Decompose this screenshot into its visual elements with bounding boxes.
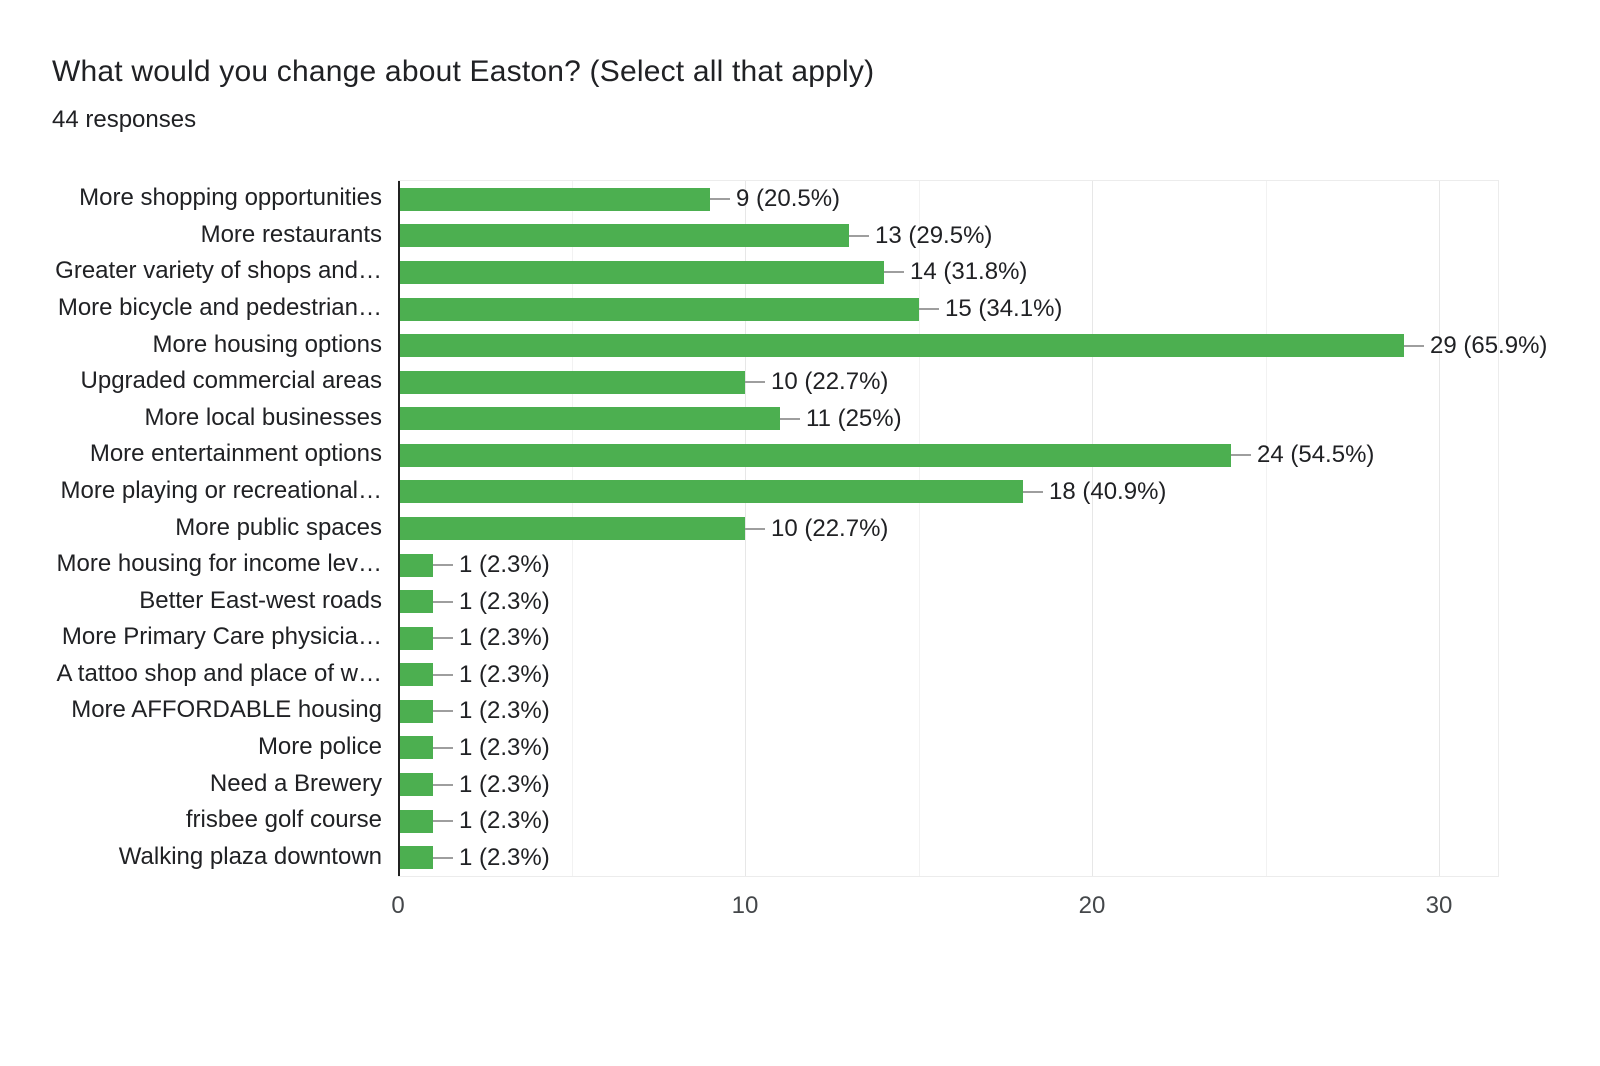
major-gridline <box>1439 181 1440 876</box>
leader-line <box>433 601 453 603</box>
category-label: More shopping opportunities <box>79 184 382 212</box>
leader-line <box>433 747 453 749</box>
category-label: More local businesses <box>144 403 382 431</box>
category-label: frisbee golf course <box>185 806 382 834</box>
bar-value-label: 10 (22.7%) <box>771 514 889 542</box>
category-label: Greater variety of shops and… <box>55 257 382 285</box>
category-label: Need a Brewery <box>209 769 382 797</box>
bar <box>398 334 1404 357</box>
category-label: Walking plaza downtown <box>118 842 382 870</box>
chart-title: What would you change about Easton? (Sel… <box>52 55 875 88</box>
leader-line <box>433 820 453 822</box>
category-axis: More shopping opportunities More restaura… <box>0 180 390 875</box>
bar <box>398 224 849 247</box>
category-label: Better East-west roads <box>139 586 382 614</box>
response-count: 44 responses <box>52 106 197 133</box>
leader-line <box>745 381 765 383</box>
bar-value-label: 1 (2.3%) <box>459 660 550 688</box>
bar-value-label: 18 (40.9%) <box>1049 477 1167 505</box>
x-tick-label: 0 <box>391 892 405 919</box>
leader-line <box>433 674 453 676</box>
bar-value-label: 10 (22.7%) <box>771 368 889 396</box>
bar <box>398 627 433 650</box>
bar <box>398 261 884 284</box>
bar-value-label: 1 (2.3%) <box>459 807 550 835</box>
category-label: More restaurants <box>200 220 382 248</box>
bar-value-label: 15 (34.1%) <box>945 295 1063 323</box>
leader-line <box>919 308 939 310</box>
bar-value-label: 1 (2.3%) <box>459 733 550 761</box>
bar-value-label: 24 (54.5%) <box>1257 441 1375 469</box>
leader-line <box>433 710 453 712</box>
bar <box>398 773 433 796</box>
bar-value-label: 1 (2.3%) <box>459 624 550 652</box>
category-label: A tattoo shop and place of w… <box>56 659 382 687</box>
bar <box>398 846 433 869</box>
category-label: More entertainment options <box>89 440 382 468</box>
bar-chart: More shopping opportunities More restaura… <box>0 180 1600 960</box>
leader-line <box>710 198 730 200</box>
category-label: More housing for income lev… <box>56 550 382 578</box>
category-label: More AFFORDABLE housing <box>71 696 382 724</box>
bar-value-label: 13 (29.5%) <box>875 221 993 249</box>
bar <box>398 700 433 723</box>
leader-line <box>433 857 453 859</box>
category-label: Upgraded commercial areas <box>80 367 382 395</box>
category-label: More public spaces <box>175 513 382 541</box>
leader-line <box>1404 345 1424 347</box>
bar <box>398 736 433 759</box>
leader-line <box>433 784 453 786</box>
bar-value-label: 1 (2.3%) <box>459 551 550 579</box>
category-label: More housing options <box>152 330 382 358</box>
x-tick-label: 30 <box>1425 892 1453 919</box>
leader-line <box>433 637 453 639</box>
category-label: More police <box>257 732 382 760</box>
bar <box>398 371 745 394</box>
bar <box>398 298 919 321</box>
category-label: More playing or recreational… <box>60 476 382 504</box>
bar <box>398 517 745 540</box>
minor-gridline <box>919 181 920 876</box>
plot-area: 9 (20.5%) 13 (29.5%) 14 (31.8%) 15 (34.1%) 2… <box>398 180 1547 877</box>
bar <box>398 407 780 430</box>
bar <box>398 480 1023 503</box>
bar-value-label: 1 (2.3%) <box>459 843 550 871</box>
leader-line <box>745 528 765 530</box>
bar-value-label: 9 (20.5%) <box>736 185 841 213</box>
bar <box>398 188 710 211</box>
leader-line <box>849 235 869 237</box>
bar <box>398 810 433 833</box>
leader-line <box>1231 454 1251 456</box>
bar-value-label: 29 (65.9%) <box>1430 331 1548 359</box>
bar <box>398 554 433 577</box>
category-label: More Primary Care physicia… <box>61 623 382 651</box>
bar <box>398 663 433 686</box>
bar-value-label: 11 (25%) <box>806 404 902 432</box>
bar-value-label: 1 (2.3%) <box>459 587 550 615</box>
category-label: More bicycle and pedestrian… <box>57 294 382 322</box>
x-tick-label: 20 <box>1078 892 1106 919</box>
bar <box>398 590 433 613</box>
leader-line <box>433 564 453 566</box>
major-gridline <box>1092 181 1093 876</box>
minor-gridline <box>1266 181 1267 876</box>
leader-line <box>780 418 800 420</box>
bar-value-label: 1 (2.3%) <box>459 697 550 725</box>
leader-line <box>1023 491 1043 493</box>
y-axis-line <box>398 181 400 876</box>
leader-line <box>884 271 904 273</box>
bar <box>398 444 1231 467</box>
x-tick-label: 10 <box>731 892 759 919</box>
bar-value-label: 1 (2.3%) <box>459 770 550 798</box>
bar-value-label: 14 (31.8%) <box>910 258 1028 286</box>
